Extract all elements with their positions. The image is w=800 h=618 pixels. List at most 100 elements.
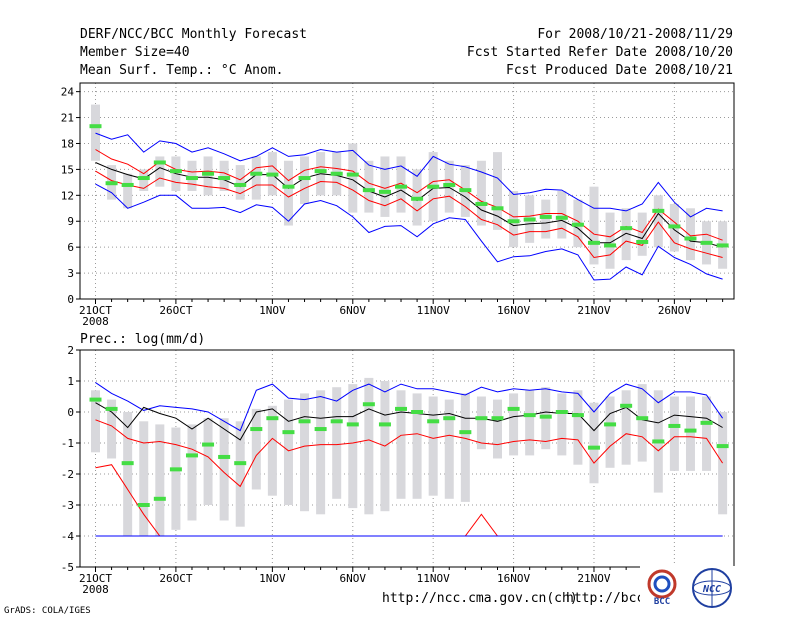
median-marker — [169, 169, 182, 174]
median-marker — [668, 423, 681, 428]
median-marker — [523, 217, 536, 222]
median-marker — [89, 124, 102, 129]
median-marker — [523, 413, 536, 418]
temperature-chart: 0 3 6 9 12 15 18 21 24 21OCT 26OCT 1NOV 6NOV 11NOV 16N… — [61, 82, 735, 328]
spread-box — [364, 160, 374, 213]
series-line — [95, 183, 723, 281]
median-marker — [668, 224, 681, 229]
spread-box — [267, 405, 277, 496]
spread-box — [525, 390, 535, 456]
spread-box — [300, 393, 310, 512]
median-marker — [443, 182, 456, 187]
median-marker — [266, 416, 279, 421]
bcc-logo: BCC — [640, 566, 690, 610]
median-marker — [475, 416, 488, 421]
median-marker — [282, 184, 295, 189]
median-marker — [459, 188, 472, 193]
median-marker — [330, 171, 343, 176]
median-marker — [604, 243, 617, 248]
spread-box — [557, 393, 567, 456]
spread-box — [605, 396, 615, 468]
spread-box — [685, 208, 695, 261]
median-marker — [475, 201, 488, 206]
median-marker — [411, 196, 424, 201]
ytick-label: 12 — [61, 189, 74, 202]
ytick-label: 24 — [61, 86, 75, 99]
median-marker — [604, 422, 617, 427]
ncc-logo-text: NCC — [702, 584, 721, 595]
spread-box — [187, 160, 197, 191]
spread-box — [509, 191, 519, 248]
median-marker — [555, 410, 568, 414]
median-marker — [700, 420, 713, 425]
median-marker — [587, 240, 600, 245]
xtick-label: 21NOV — [577, 304, 610, 317]
median-marker — [620, 403, 633, 408]
grads-credit: GrADS: COLA/IGES — [4, 606, 91, 616]
spread-box — [669, 396, 679, 471]
spread-box — [235, 165, 245, 200]
year-label: 2008 — [82, 315, 109, 328]
series-line — [95, 132, 723, 218]
median-marker — [202, 171, 215, 176]
bcc-url-link[interactable]: http://bcc. — [566, 591, 652, 606]
ytick-label: 15 — [61, 163, 74, 176]
spread-box — [203, 418, 213, 505]
median-marker — [684, 236, 697, 241]
spread-box — [557, 191, 567, 239]
median-marker — [684, 428, 697, 433]
series-line — [95, 402, 723, 441]
spread-box — [493, 399, 502, 459]
spread-box — [718, 412, 728, 515]
spread-box — [364, 377, 374, 515]
series-line — [95, 382, 724, 432]
median-marker — [362, 188, 375, 193]
median-marker — [427, 184, 440, 189]
median-marker — [555, 215, 568, 220]
xtick-label: 26OCT — [159, 572, 192, 585]
median-marker — [716, 243, 729, 248]
variable-label: Mean Surf. Temp.: °C Anom. — [80, 63, 284, 78]
xtick-label: 11NOV — [417, 572, 450, 585]
xtick-label: 6NOV — [340, 304, 367, 317]
spread-box — [123, 412, 133, 536]
spread-box — [332, 387, 342, 499]
median-marker — [137, 176, 150, 181]
median-marker — [266, 172, 279, 177]
spread-box — [476, 396, 486, 450]
median-marker — [218, 454, 231, 459]
median-marker — [507, 406, 520, 411]
spread-box — [251, 408, 261, 490]
spread-box — [91, 104, 100, 161]
spread-box — [139, 169, 149, 191]
plot-frame — [79, 82, 735, 300]
median-marker — [716, 444, 729, 449]
ncc-logo: NCC — [690, 566, 736, 610]
median-marker — [700, 240, 713, 245]
series-line — [95, 419, 724, 488]
spread-box — [219, 418, 229, 521]
xtick-label: 26NOV — [658, 304, 691, 317]
median-marker — [153, 160, 166, 165]
spread-box — [187, 424, 197, 521]
median-marker — [378, 189, 391, 194]
plot-frame — [79, 349, 735, 568]
median-marker — [652, 208, 665, 213]
spread-box — [541, 199, 551, 239]
median-marker — [105, 181, 118, 186]
median-marker — [250, 427, 263, 432]
spread-box — [444, 399, 454, 499]
spread-box — [283, 399, 293, 505]
ytick-label: 1 — [67, 375, 74, 388]
xtick-label: 21OCT — [79, 304, 112, 317]
median-marker — [539, 414, 552, 419]
median-marker — [185, 453, 198, 458]
member-size: Member Size=40 — [80, 45, 190, 60]
ncc-url-link[interactable]: http://ncc.cma.gov.cn(ch) — [382, 591, 578, 606]
median-marker — [185, 176, 198, 181]
median-marker — [314, 427, 327, 432]
ytick-label: -4 — [61, 530, 75, 543]
xtick-label: 16NOV — [497, 304, 530, 317]
spread-box — [348, 143, 358, 213]
